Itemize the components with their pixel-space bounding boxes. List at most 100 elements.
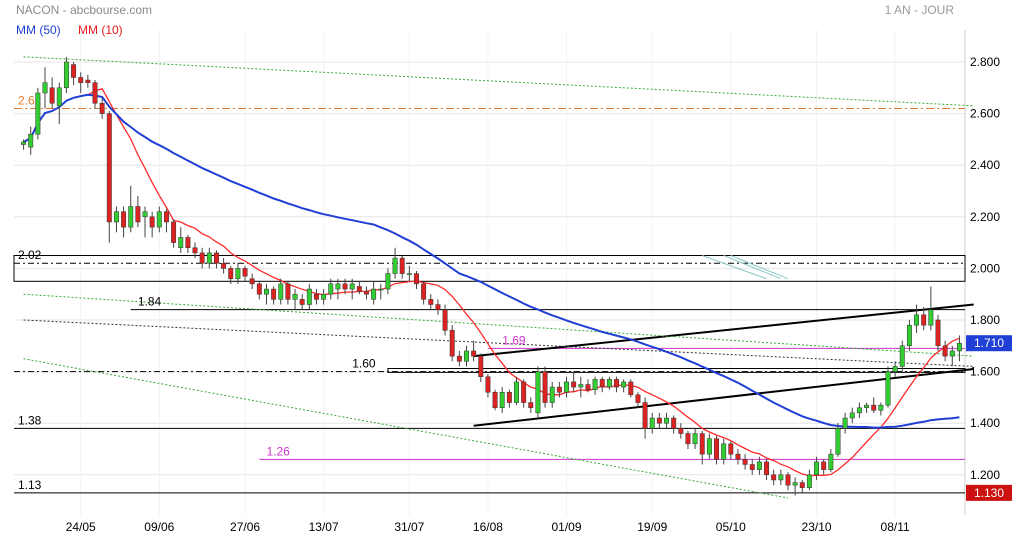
candle-body (428, 299, 434, 305)
candle-body (85, 79, 91, 83)
support-tag-label: 1.130 (974, 486, 1004, 500)
fan-line (702, 255, 767, 280)
candle-body (42, 82, 48, 94)
candle-body (63, 61, 69, 89)
candle-body (106, 113, 112, 223)
x-tick-label: 27/06 (230, 520, 260, 534)
candle-body (35, 92, 41, 135)
candle-body (71, 64, 77, 78)
candle-body (292, 293, 298, 300)
period-label: 1 AN - JOUR (884, 3, 954, 17)
y-tick-label: 1.200 (970, 468, 1000, 482)
candle-body (506, 391, 512, 403)
candle-body (256, 283, 262, 295)
candle-body (342, 283, 348, 290)
candle-body (749, 464, 755, 470)
fan-line (723, 255, 782, 280)
candle-body (785, 474, 791, 486)
x-tick-label: 13/07 (309, 520, 339, 534)
candle-body (264, 288, 269, 295)
candle-body (228, 268, 234, 279)
candle-body (49, 87, 55, 104)
candle-body (692, 433, 698, 445)
candle-body (849, 412, 855, 419)
candle-body (349, 283, 355, 290)
candle-body (735, 453, 741, 460)
candle-body (485, 376, 491, 393)
x-tick-label: 23/10 (802, 520, 832, 534)
candle-body (835, 428, 841, 455)
candle-body (935, 319, 941, 347)
candle-body (656, 417, 662, 424)
candle-body (113, 211, 119, 223)
candle-body (764, 461, 770, 476)
candle-body (842, 417, 848, 429)
x-tick-label: 01/09 (551, 520, 581, 534)
candle-body (728, 443, 734, 455)
y-tick-label: 1.800 (970, 313, 1000, 327)
candle-body (914, 314, 920, 326)
level-label: 1.38 (18, 413, 42, 427)
candle-body (456, 355, 462, 362)
candle-body (592, 379, 598, 390)
trend-line (473, 368, 974, 427)
candle-body (806, 474, 812, 488)
candle-body (821, 461, 827, 470)
candle-body (642, 402, 648, 429)
candle-body (78, 77, 84, 83)
candle-body (56, 87, 62, 107)
candle-body (556, 386, 562, 393)
candle-body (28, 133, 34, 148)
candle-body (335, 283, 341, 290)
candle-body (792, 482, 798, 486)
candle-body (285, 283, 291, 300)
candle-body (414, 273, 419, 285)
x-tick-label: 24/05 (66, 520, 96, 534)
candle-body (721, 443, 727, 460)
candle-body (278, 283, 284, 300)
candle-body (671, 417, 677, 429)
candle-body (321, 293, 327, 300)
candle-body (799, 482, 805, 488)
y-tick-label: 1.400 (970, 416, 1000, 430)
trend-line (23, 358, 789, 499)
x-tick-label: 31/07 (394, 520, 424, 534)
candle-body (378, 288, 384, 291)
y-tick-label: 2.600 (970, 107, 1000, 121)
candle-body (163, 211, 169, 223)
candle-body (542, 371, 548, 403)
candle-body (192, 247, 198, 254)
candle-body (406, 273, 412, 275)
y-tick-label: 2.800 (970, 55, 1000, 69)
candle-body (392, 257, 398, 274)
candle-body (249, 278, 255, 285)
candle-body (771, 474, 777, 481)
candle-body (756, 461, 762, 470)
candle-body (899, 345, 905, 367)
candle-body (778, 474, 784, 481)
candle-body (478, 355, 484, 378)
candle-body (906, 324, 912, 347)
candle-body (528, 402, 534, 408)
candle-body (685, 433, 691, 445)
candle-body (121, 211, 127, 228)
last-price-label: 1.710 (974, 336, 1004, 350)
candle-body (221, 262, 227, 269)
y-tick-label: 2.400 (970, 158, 1000, 172)
candle-body (571, 381, 577, 388)
candle-body (128, 206, 134, 228)
candle-body (585, 384, 591, 390)
y-tick-label: 2.000 (970, 261, 1000, 275)
candle-body (606, 379, 612, 388)
candle-body (885, 371, 891, 406)
level-label: 1.60 (352, 357, 376, 371)
trend-line (23, 293, 974, 357)
legend-ma50: MM (50) (16, 23, 61, 37)
chart-title: NACON - abcbourse.com (16, 3, 153, 17)
level-label: 2.02 (18, 248, 42, 262)
candle-body (864, 404, 870, 408)
candle-body (92, 82, 98, 104)
candle-body (21, 141, 27, 145)
candle-body (442, 309, 448, 331)
